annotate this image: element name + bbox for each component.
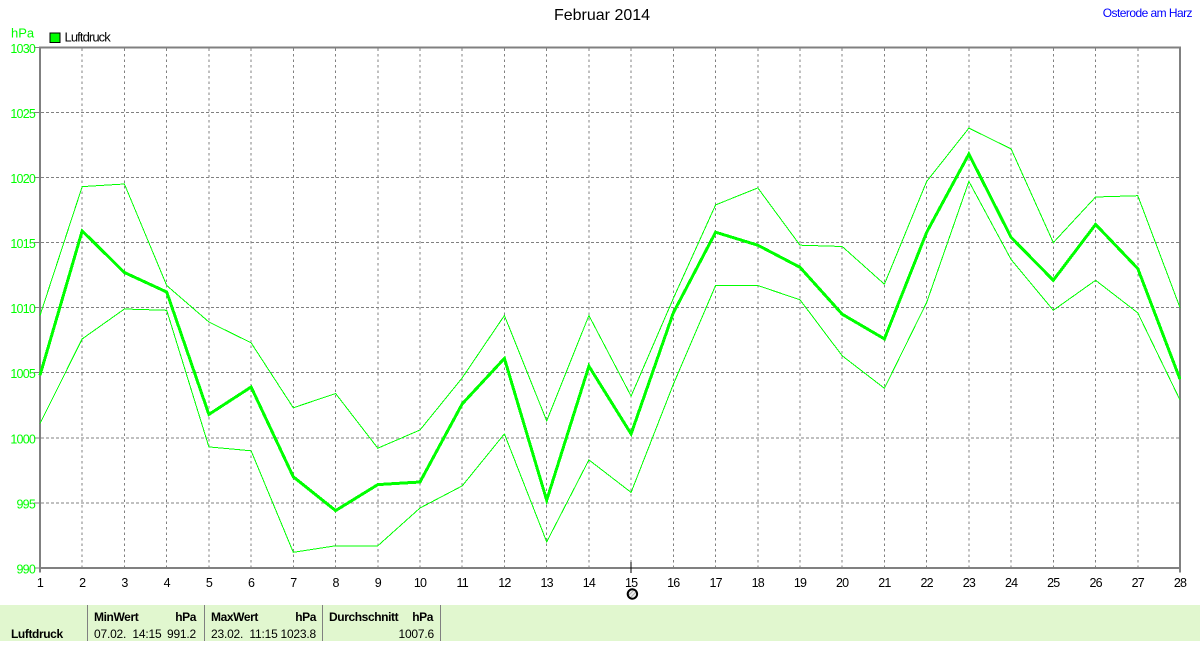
svg-text:1000: 1000: [10, 432, 35, 446]
svg-text:14: 14: [583, 576, 596, 590]
svg-text:24: 24: [1005, 576, 1018, 590]
svg-text:26: 26: [1089, 576, 1102, 590]
svg-text:16: 16: [667, 576, 680, 590]
svg-text:17: 17: [709, 576, 722, 590]
svg-text:27: 27: [1132, 576, 1145, 590]
svg-text:3: 3: [121, 576, 128, 590]
svg-text:MinWert: MinWert: [94, 610, 139, 624]
svg-text:18: 18: [752, 576, 765, 590]
svg-text:991.2: 991.2: [167, 627, 197, 641]
svg-text:hPa: hPa: [295, 610, 317, 624]
svg-text:5: 5: [206, 576, 213, 590]
svg-text:hPa: hPa: [412, 610, 434, 624]
svg-text:11: 11: [457, 576, 469, 590]
svg-text:1005: 1005: [10, 367, 35, 381]
svg-text:4: 4: [164, 576, 171, 590]
svg-text:23.02. 11:15: 23.02. 11:15: [211, 627, 278, 641]
svg-text:13: 13: [541, 576, 554, 590]
svg-text:28: 28: [1174, 576, 1187, 590]
svg-text:12: 12: [498, 576, 511, 590]
svg-text:990: 990: [17, 562, 36, 576]
svg-text:1020: 1020: [10, 172, 35, 186]
svg-text:Luftdruck: Luftdruck: [11, 627, 63, 641]
svg-text:10: 10: [414, 576, 427, 590]
svg-text:07.02. 14:15: 07.02. 14:15: [94, 627, 162, 641]
svg-text:hPa: hPa: [175, 610, 197, 624]
svg-text:1010: 1010: [10, 302, 35, 316]
svg-text:21: 21: [878, 576, 891, 590]
svg-text:Osterode am Harz: Osterode am Harz: [1103, 6, 1193, 20]
svg-text:22: 22: [921, 576, 934, 590]
svg-text:23: 23: [963, 576, 976, 590]
svg-text:15: 15: [625, 576, 638, 590]
svg-text:6: 6: [248, 576, 255, 590]
svg-text:Durchschnitt: Durchschnitt: [329, 610, 399, 624]
svg-text:20: 20: [836, 576, 849, 590]
svg-text:Luftdruck: Luftdruck: [65, 30, 112, 45]
svg-text:MaxWert: MaxWert: [211, 610, 258, 624]
svg-text:7: 7: [290, 576, 297, 590]
svg-text:1007.6: 1007.6: [398, 627, 434, 641]
svg-text:9: 9: [375, 576, 382, 590]
svg-text:1015: 1015: [10, 237, 35, 251]
svg-text:1: 1: [37, 576, 44, 590]
svg-text:19: 19: [794, 576, 807, 590]
svg-text:hPa: hPa: [11, 26, 35, 41]
svg-text:2: 2: [79, 576, 86, 590]
svg-text:1023.8: 1023.8: [280, 627, 316, 641]
svg-text:1030: 1030: [10, 42, 35, 56]
svg-text:8: 8: [333, 576, 340, 590]
svg-text:25: 25: [1047, 576, 1060, 590]
svg-text:Februar 2014: Februar 2014: [554, 7, 650, 24]
svg-text:995: 995: [17, 497, 36, 511]
svg-text:1025: 1025: [10, 107, 35, 121]
